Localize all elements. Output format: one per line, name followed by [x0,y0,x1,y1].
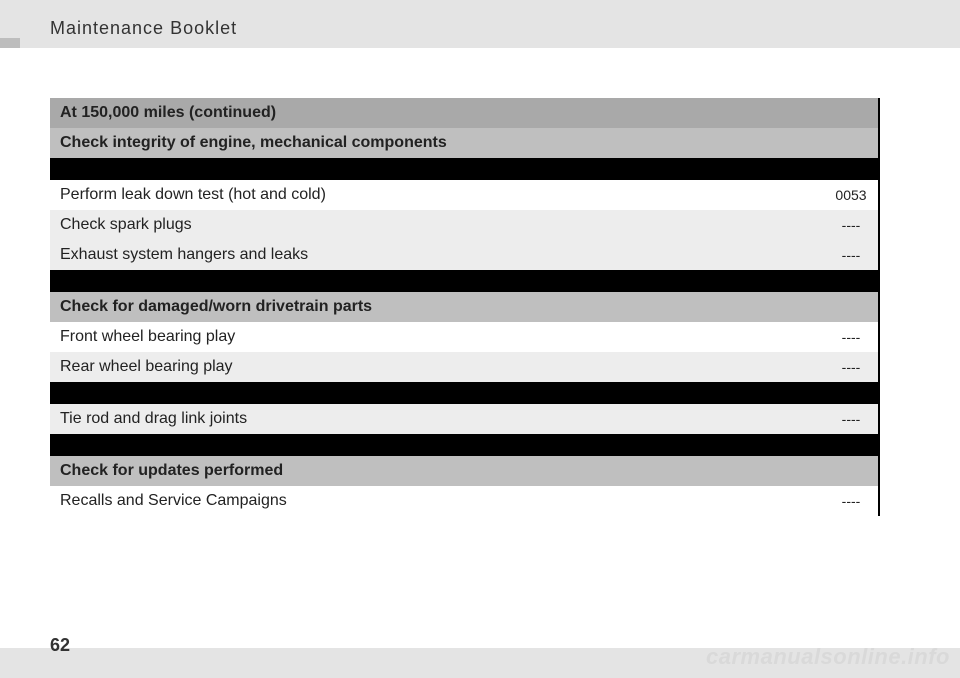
section-header: Check integrity of engine, mechanical co… [50,128,878,158]
row-code: ---- [824,211,878,239]
table-row: Exhaust system hangers and leaks ---- [50,240,878,270]
row-code: 0053 [824,181,878,209]
row-text: Rear wheel bearing play [50,352,824,382]
table-row [50,434,878,456]
row-text [50,439,824,451]
table-row: Perform leak down test (hot and cold) 00… [50,180,878,210]
maintenance-table: At 150,000 miles (continued) Check integ… [50,98,880,516]
row-code: ---- [824,323,878,351]
table-row: Rear wheel bearing play ---- [50,352,878,382]
section-header-code [824,465,878,477]
section-header-text: Check for updates performed [50,456,824,486]
table-row [50,270,878,292]
page-body: At 150,000 miles (continued) Check integ… [0,48,960,648]
table-row: Tie rod and drag link joints ---- [50,404,878,434]
table-title: At 150,000 miles (continued) [50,98,824,128]
row-text [50,275,824,287]
row-text [50,163,824,175]
row-code: ---- [824,241,878,269]
table-row: Check spark plugs ---- [50,210,878,240]
row-text [50,387,824,399]
page-number: 62 [50,635,70,656]
row-text: Perform leak down test (hot and cold) [50,180,824,210]
row-code: ---- [824,353,878,381]
row-code [824,163,878,175]
row-code [824,387,878,399]
row-code [824,275,878,287]
row-text: Check spark plugs [50,210,824,240]
watermark: carmanualsonline.info [706,644,950,670]
table-row [50,382,878,404]
row-code [824,439,878,451]
table-title-code [824,107,878,119]
row-text: Tie rod and drag link joints [50,404,824,434]
page-title: Maintenance Booklet [50,18,237,39]
table-row [50,158,878,180]
section-header: Check for damaged/worn drivetrain parts [50,292,878,322]
section-header-text: Check integrity of engine, mechanical co… [50,128,824,158]
section-header-code [824,301,878,313]
row-text: Front wheel bearing play [50,322,824,352]
row-code: ---- [824,405,878,433]
table-title-row: At 150,000 miles (continued) [50,98,878,128]
row-code: ---- [824,487,878,515]
section-header-text: Check for damaged/worn drivetrain parts [50,292,824,322]
row-text: Exhaust system hangers and leaks [50,240,824,270]
section-header: Check for updates performed [50,456,878,486]
table-row: Recalls and Service Campaigns ---- [50,486,878,516]
section-header-code [824,137,878,149]
row-text: Recalls and Service Campaigns [50,486,824,516]
table-row: Front wheel bearing play ---- [50,322,878,352]
